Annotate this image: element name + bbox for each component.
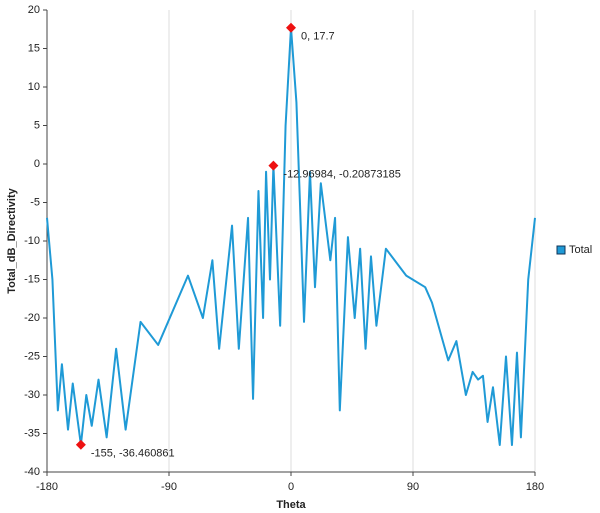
x-tick-label: 90 xyxy=(407,481,419,493)
legend-swatch xyxy=(556,245,566,255)
y-tick-label: 15 xyxy=(28,42,40,54)
marker-label: -12.96984, -0.20873185 xyxy=(283,169,400,181)
y-axis-title: Total_dB_Directivity xyxy=(6,187,18,293)
y-tick-label: -30 xyxy=(24,389,40,401)
y-tick-label: -15 xyxy=(24,273,40,285)
y-tick-label: -25 xyxy=(24,350,40,362)
y-tick-label: 0 xyxy=(34,158,40,170)
x-axis-title: Theta xyxy=(276,499,306,511)
marker-label: 0, 17.7 xyxy=(301,31,335,43)
y-tick-label: 20 xyxy=(28,4,40,16)
y-tick-label: 5 xyxy=(34,119,40,131)
marker-label: -155, -36.460861 xyxy=(91,448,175,460)
marker xyxy=(286,22,296,33)
y-tick-label: -10 xyxy=(24,235,40,247)
line-series xyxy=(46,26,536,447)
y-tick-label: -5 xyxy=(30,196,40,208)
x-tick-label: 0 xyxy=(288,481,294,493)
y-tick-label: -40 xyxy=(24,466,40,478)
legend-label: Total xyxy=(569,244,592,256)
y-tick-label: -35 xyxy=(24,427,40,439)
y-tick-label: -20 xyxy=(24,312,40,324)
x-tick-label: -180 xyxy=(36,481,58,493)
x-tick-label: -90 xyxy=(161,481,177,493)
x-tick-label: 180 xyxy=(526,481,544,493)
marker xyxy=(75,439,86,450)
y-tick-label: 10 xyxy=(28,81,40,93)
marker xyxy=(268,160,279,171)
